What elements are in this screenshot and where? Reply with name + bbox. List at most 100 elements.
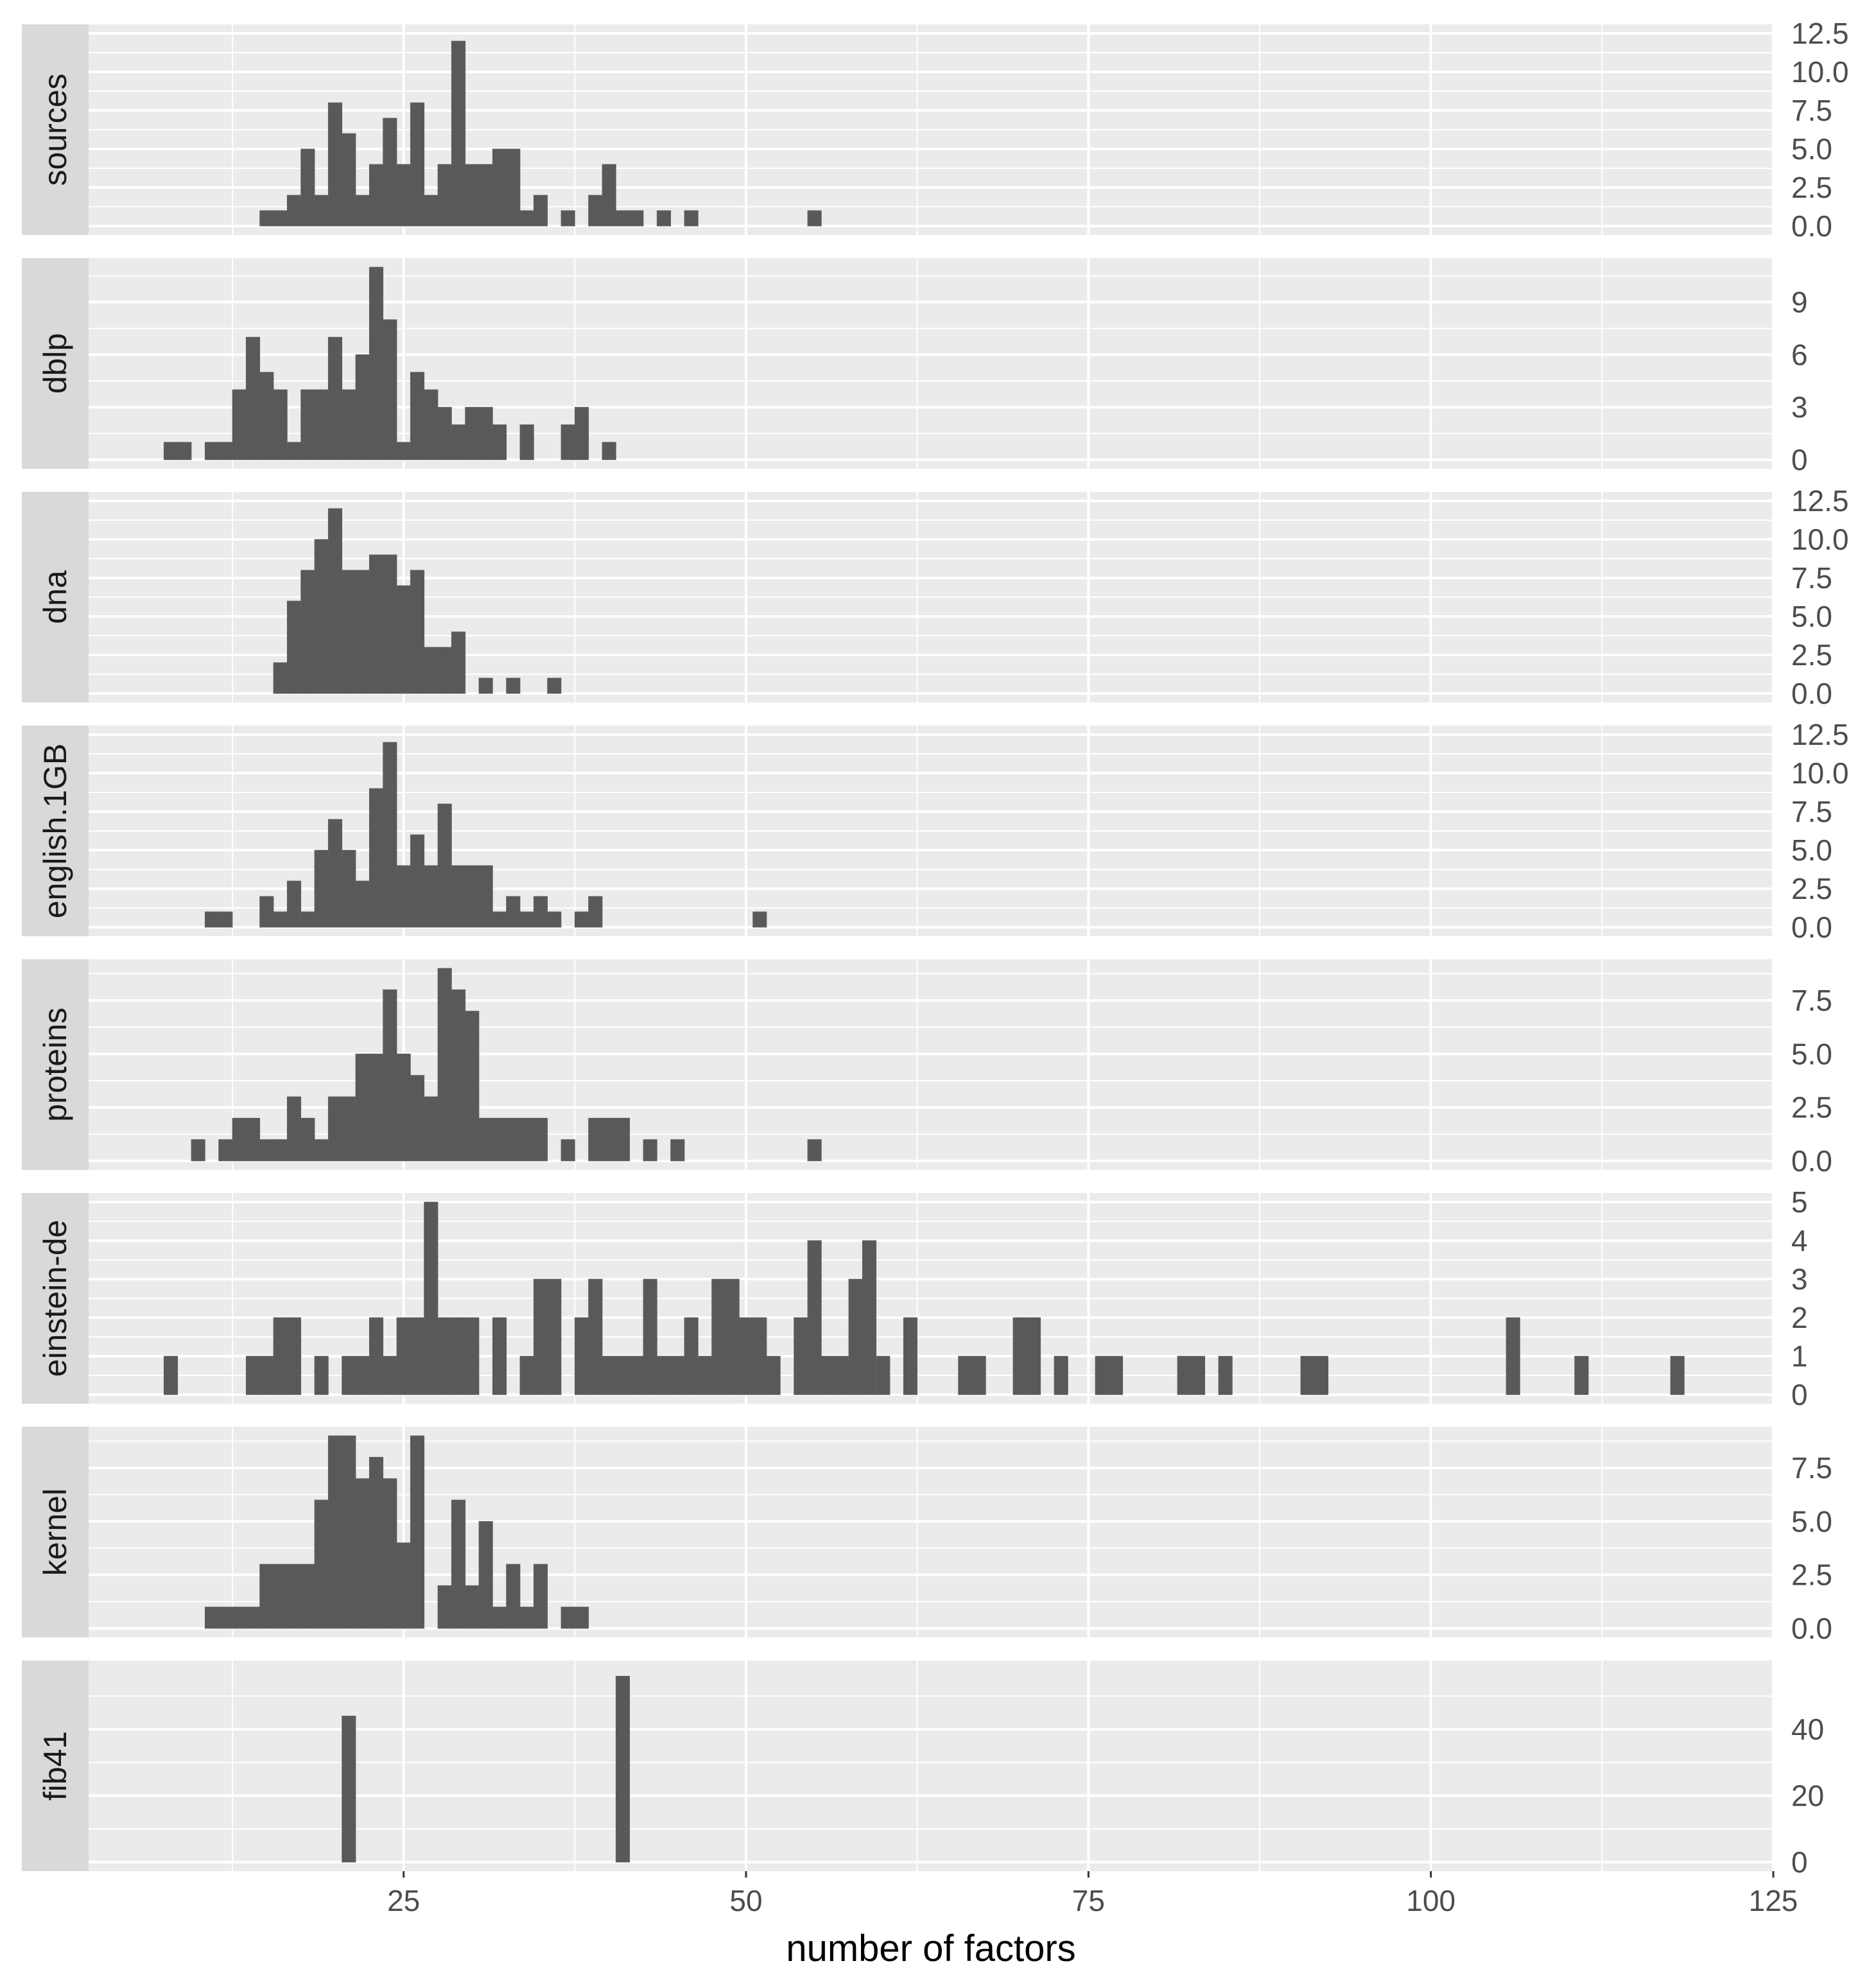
- y-tick-label: 7.5: [1791, 1451, 1832, 1485]
- histogram-bar: [369, 788, 384, 928]
- panel-fib41: 0 20 40 fib41: [22, 1661, 1824, 1879]
- y-tick-label: 7.5: [1791, 984, 1832, 1017]
- y-tick-label: 10.0: [1791, 523, 1849, 556]
- facet-label: sources: [37, 73, 73, 186]
- histogram-bar: [533, 195, 548, 227]
- histogram-bar: [300, 570, 315, 694]
- histogram-bar: [191, 1139, 205, 1162]
- histogram-bar: [396, 164, 411, 227]
- histogram-bar: [396, 442, 411, 460]
- histogram-bar: [286, 1096, 302, 1162]
- histogram-bar: [369, 1053, 384, 1162]
- panel-sources: 0.0 2.5 5.0 7.5 10.0 12.5 sources: [22, 17, 1849, 243]
- histogram-bar: [396, 865, 411, 928]
- histogram-bar: [560, 1607, 575, 1629]
- histogram-bar: [451, 1499, 466, 1629]
- histogram-bar: [752, 1317, 767, 1395]
- panel-english.1GB: 0.0 2.5 5.0 7.5 10.0 12.5 english.1GB: [22, 718, 1849, 944]
- histogram-bar: [656, 210, 672, 227]
- histogram-bar: [807, 1240, 822, 1395]
- histogram-bar: [547, 1278, 562, 1395]
- histogram-bar: [643, 1278, 657, 1395]
- histogram-bar: [862, 1240, 877, 1395]
- y-tick-label: 10.0: [1791, 55, 1849, 89]
- histogram-bar: [342, 1716, 356, 1863]
- histogram-bar: [835, 1356, 849, 1395]
- panel-proteins: 0.0 2.5 5.0 7.5 proteins: [22, 959, 1832, 1178]
- histogram-bar: [451, 989, 466, 1162]
- histogram-bar: [342, 133, 356, 227]
- facet-label: einstein-de: [37, 1220, 73, 1377]
- histogram-bar: [1054, 1356, 1068, 1395]
- histogram-bar: [643, 1139, 657, 1162]
- histogram-bar: [163, 1356, 178, 1395]
- histogram-bar: [478, 164, 493, 227]
- facet-strip: [22, 726, 89, 936]
- histogram-bar: [560, 210, 575, 227]
- histogram-bar: [602, 1356, 616, 1395]
- histogram-bar: [848, 1278, 863, 1395]
- histogram-bar: [478, 677, 493, 694]
- y-tick-label: 0.0: [1791, 209, 1832, 243]
- histogram-bar: [355, 1356, 370, 1395]
- histogram-bar: [451, 40, 466, 227]
- histogram-bar: [300, 911, 315, 928]
- x-tick-label: 25: [387, 1884, 420, 1917]
- facet-strip: [22, 959, 89, 1170]
- histogram-bar: [396, 585, 411, 694]
- y-tick-label: 5.0: [1791, 1037, 1832, 1070]
- histogram-bar: [327, 336, 343, 460]
- histogram-bar: [465, 1317, 480, 1395]
- histogram-bar: [369, 554, 384, 694]
- facet-strip: [22, 492, 89, 702]
- histogram-bar: [1506, 1317, 1520, 1395]
- histogram-bar: [451, 865, 466, 928]
- histogram-bar: [410, 1075, 425, 1162]
- histogram-bar: [300, 389, 315, 460]
- facet-strip: [22, 1193, 89, 1404]
- histogram-bar: [232, 1607, 247, 1629]
- panel-dna: 0.0 2.5 5.0 7.5 10.0 12.5 dna: [22, 484, 1849, 710]
- histogram-bar: [1095, 1356, 1109, 1395]
- y-tick-label: 7.5: [1791, 561, 1832, 595]
- histogram-bar: [383, 118, 397, 227]
- histogram-bar: [437, 647, 452, 694]
- y-tick-label: 2.5: [1791, 171, 1832, 204]
- histogram-bar: [424, 865, 439, 928]
- y-tick-label: 9: [1791, 286, 1808, 319]
- histogram-bar: [684, 210, 699, 227]
- y-tick-label: 40: [1791, 1713, 1824, 1746]
- histogram-bar: [794, 1317, 808, 1395]
- histogram-bar: [697, 1356, 713, 1395]
- histogram-bar: [574, 1607, 589, 1629]
- y-tick-label: 2.5: [1791, 872, 1832, 905]
- facet-strip: [22, 1427, 89, 1637]
- histogram-bar: [437, 803, 452, 928]
- histogram-bar: [383, 554, 397, 694]
- histogram-bar: [588, 896, 603, 928]
- histogram-bar: [424, 389, 439, 460]
- facet-label: kernel: [37, 1488, 73, 1576]
- histogram-bar: [478, 1521, 493, 1629]
- panel-background: [89, 1661, 1773, 1871]
- histogram-bar: [232, 1117, 247, 1162]
- histogram-bar: [286, 600, 302, 694]
- histogram-bar: [286, 880, 302, 928]
- histogram-bar: [1190, 1356, 1206, 1395]
- histogram-bar: [355, 354, 370, 460]
- y-tick-label: 4: [1791, 1224, 1808, 1257]
- histogram-bar: [342, 570, 356, 694]
- x-axis-title: number of factors: [786, 1928, 1075, 1969]
- histogram-bar: [245, 1117, 261, 1162]
- histogram-bar: [451, 1317, 466, 1395]
- histogram-bar: [615, 1117, 630, 1162]
- histogram-bar: [314, 195, 329, 227]
- histogram-bar: [355, 1053, 370, 1162]
- facet-strip: [22, 258, 89, 469]
- histogram-bar: [342, 1096, 356, 1162]
- y-tick-label: 0.0: [1791, 677, 1832, 710]
- histogram-bar: [355, 1478, 370, 1629]
- histogram-bar: [286, 1317, 302, 1395]
- histogram-bar: [396, 1542, 411, 1629]
- histogram-bar: [259, 1356, 274, 1395]
